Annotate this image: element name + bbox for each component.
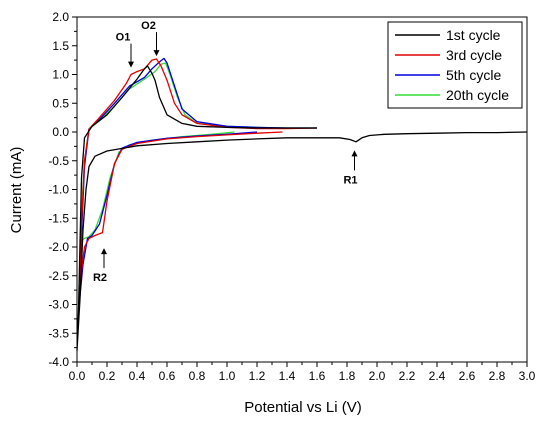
annotation-arrowhead <box>128 61 134 68</box>
legend-label-4: 20th cycle <box>446 87 509 103</box>
legend-label-3: 5th cycle <box>446 67 501 83</box>
annotation-arrowhead <box>101 248 107 255</box>
y-tick-label: 0.5 <box>52 96 69 110</box>
y-tick-label: -1.0 <box>48 183 69 197</box>
y-tick-label: 2.0 <box>52 10 69 24</box>
series-line-2 <box>79 58 318 283</box>
x-tick-label: 2.6 <box>459 369 476 383</box>
x-tick-label: 0.6 <box>159 369 176 383</box>
series-line-4 <box>79 62 317 242</box>
legend-box <box>387 21 523 109</box>
series-line-3 <box>79 57 317 297</box>
plot-area: 0.0 0.2 0.4 0.6 0.8 1.0 1.2 1.4 1.6 1.8 2.0 2.2 2.4 2… <box>48 10 535 383</box>
x-tick-label: 2.0 <box>369 369 386 383</box>
annotation-label: O1 <box>116 32 131 44</box>
x-tick-label: 0.2 <box>99 369 116 383</box>
y-tick-label: -3.0 <box>48 298 69 312</box>
annotation-arrowhead <box>153 50 160 57</box>
x-tick-label: 1.0 <box>219 369 236 383</box>
y-tick-label: -4.0 <box>48 355 69 369</box>
annotation-label: O2 <box>141 20 156 32</box>
x-tick-label: 2.2 <box>399 369 416 383</box>
x-tick-label: 1.8 <box>339 369 356 383</box>
y-tick-label: -1.5 <box>48 211 69 225</box>
x-tick-label: 2.8 <box>489 369 506 383</box>
x-tick-label: 1.6 <box>309 369 326 383</box>
annotation-r2: R2 <box>93 248 107 284</box>
legend-label-1: 1st cycle <box>446 27 501 43</box>
y-tick-label: -3.5 <box>48 326 69 340</box>
x-tick-label: 2.4 <box>429 369 446 383</box>
y-tick-label: 1.5 <box>52 39 69 53</box>
annotation-label: R2 <box>93 272 107 284</box>
y-axis-title: Current (mA) <box>8 147 25 234</box>
x-axis-title: Potential vs Li (V) <box>244 399 362 416</box>
annotation-arrowhead <box>351 150 358 157</box>
y-tick-label: -2.5 <box>48 269 69 283</box>
y-tick-label: -0.5 <box>48 154 69 168</box>
legend-label-2: 3rd cycle <box>446 47 502 63</box>
legend: 1st cycle 3rd cycle 5th cycle 20th cycle <box>387 21 523 109</box>
y-tick-label: -2.0 <box>48 240 69 254</box>
annotation-o1: O1 <box>116 32 134 68</box>
series-line-1 <box>76 65 528 352</box>
annotation-o2: O2 <box>141 20 160 57</box>
y-tick-label: 0.0 <box>52 125 69 139</box>
annotation-label: R1 <box>343 174 357 186</box>
x-tick-label: 0.8 <box>189 369 206 383</box>
y-tick-label: 1.0 <box>52 68 69 82</box>
x-tick-label: 1.4 <box>279 369 296 383</box>
x-tick-label: 3.0 <box>519 369 536 383</box>
x-tick-label: 1.2 <box>249 369 266 383</box>
annotation-r1: R1 <box>343 150 358 186</box>
x-tick-label: 0.0 <box>69 369 86 383</box>
x-tick-label: 0.4 <box>129 369 146 383</box>
